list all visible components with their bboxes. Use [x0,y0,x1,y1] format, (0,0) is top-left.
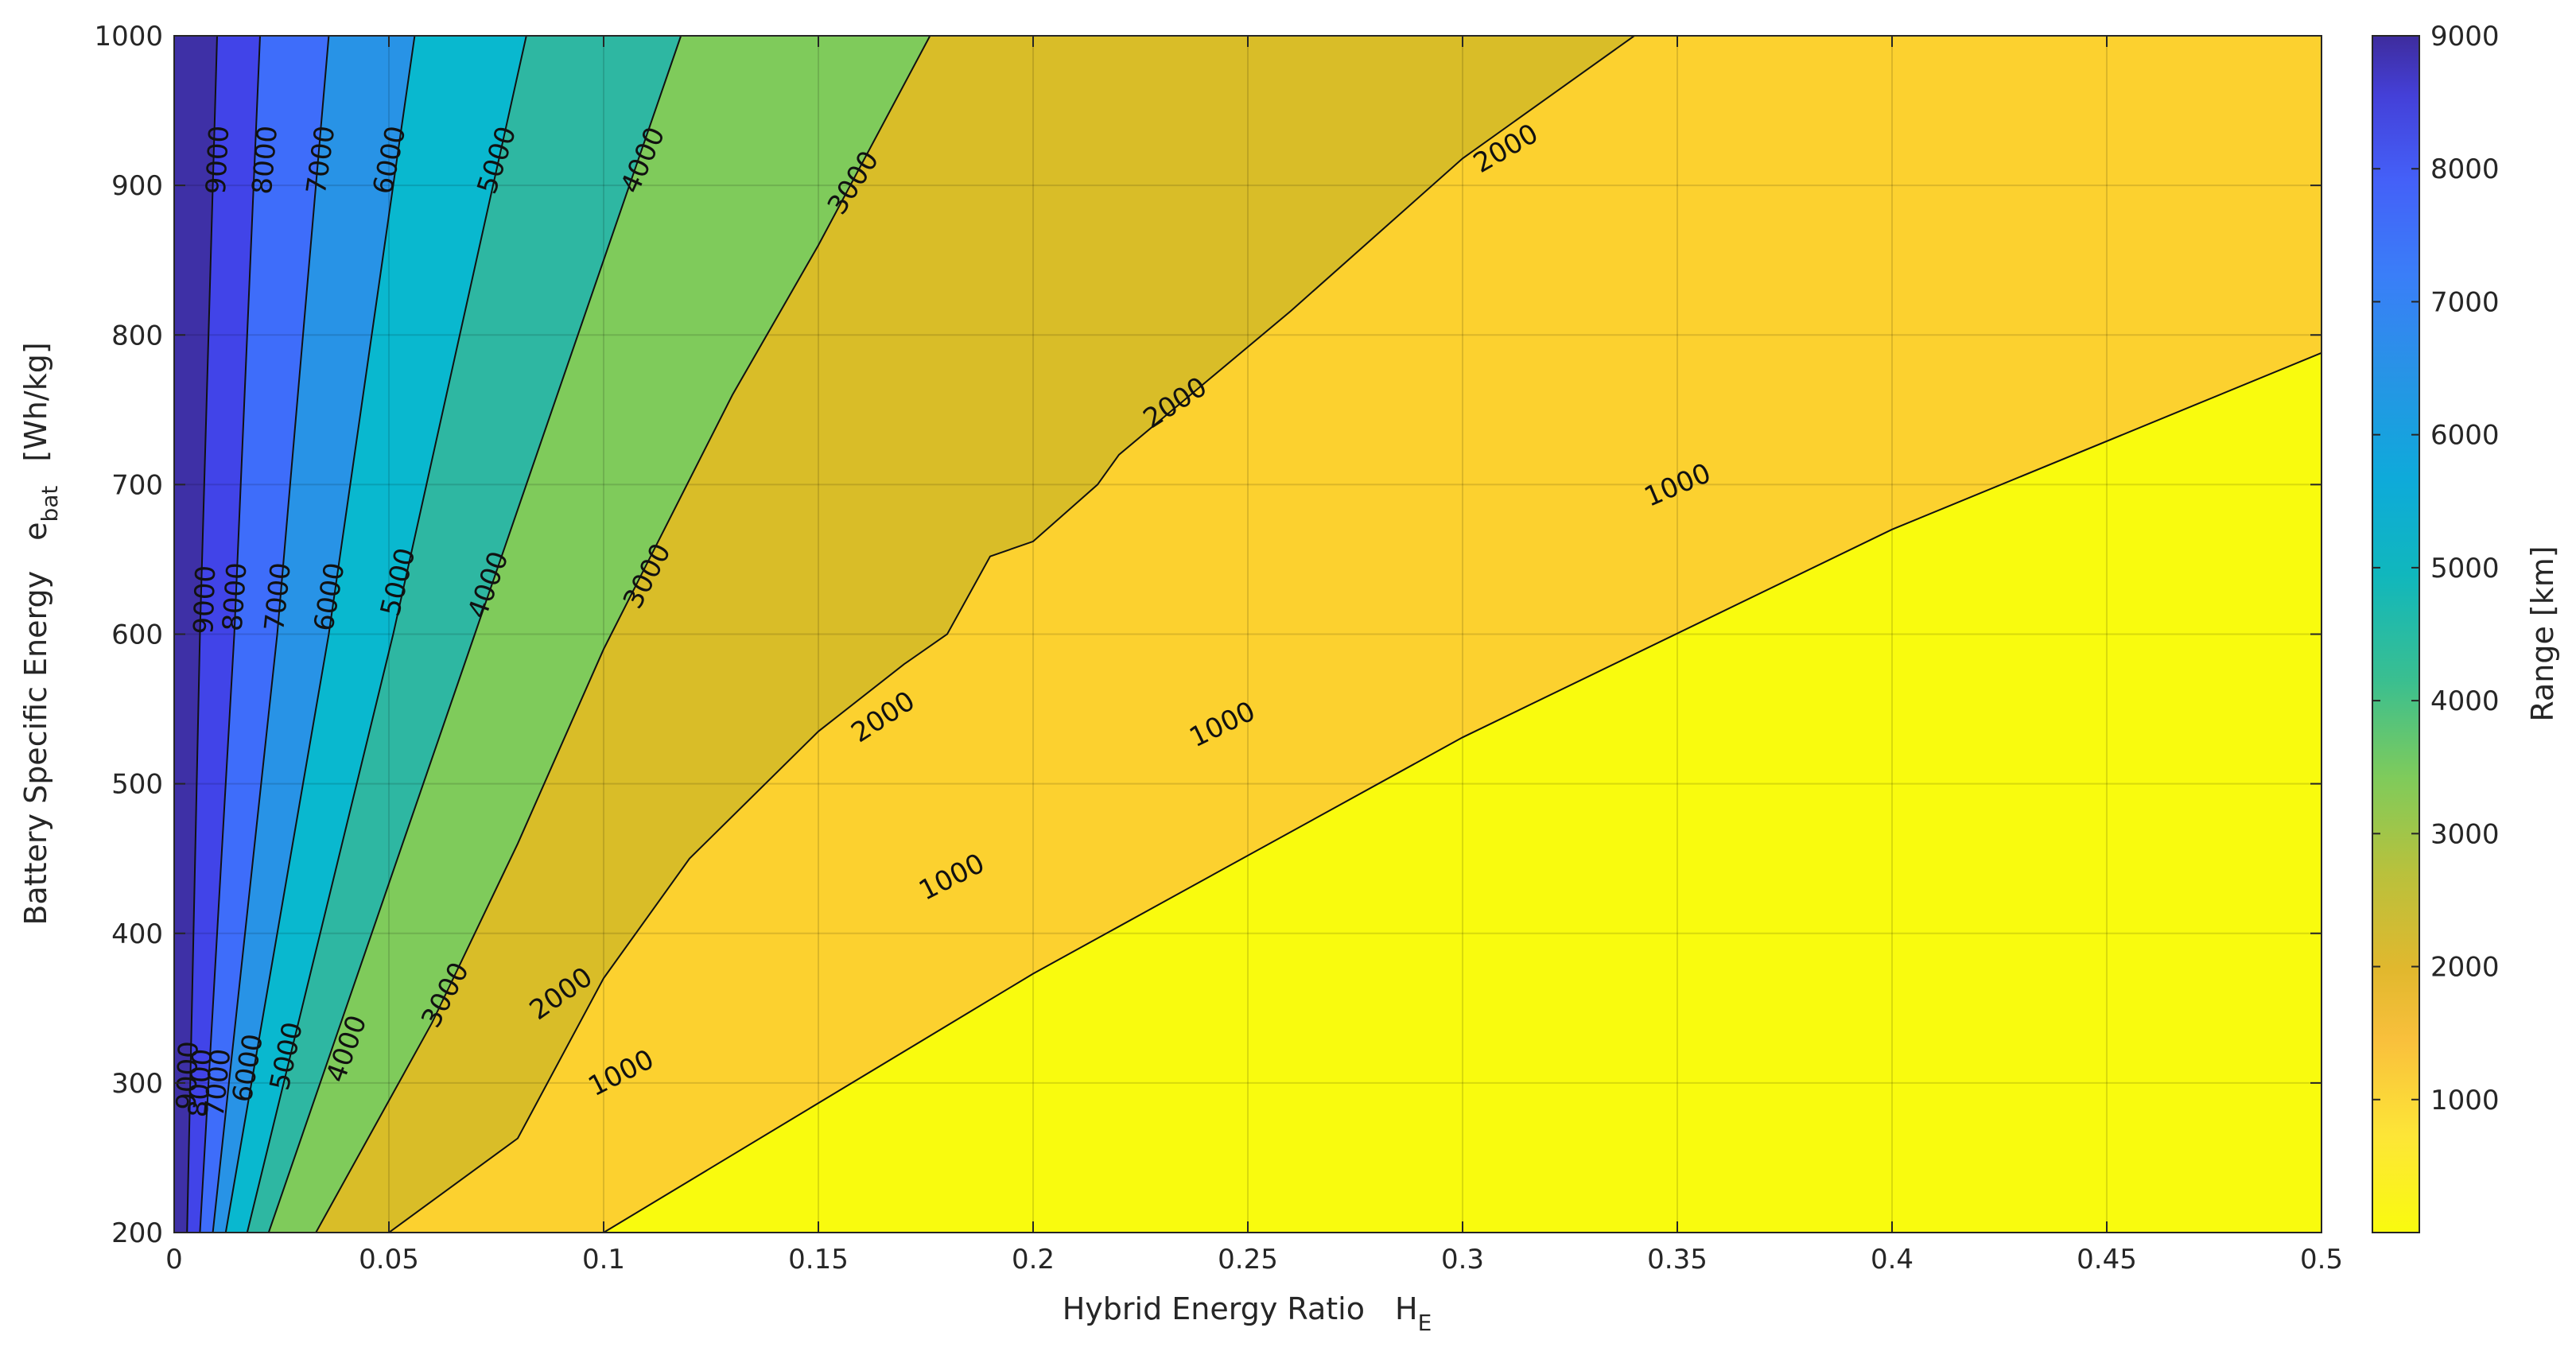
colorbar-label: Range [km] [2525,545,2560,721]
y-axis-subscript: bat [37,486,63,522]
contour-line-8000 [199,36,261,1233]
contour-fill-regions [174,36,2322,1233]
contour-label-group: 9000 [171,1041,205,1111]
x-tick-label: 0.15 [788,1244,849,1275]
y-axis-symbol: e [18,522,53,541]
colorbar-tick-label: 8000 [2430,153,2500,185]
x-tick-label: 0.5 [2300,1244,2343,1275]
contour-line-7000 [212,36,330,1233]
colorbar-tick-label: 1000 [2430,1085,2500,1116]
colorbar-tick-label: 7000 [2430,286,2500,318]
contour-label: 8000 [217,561,254,632]
x-tick-label: 0.1 [582,1244,625,1275]
y-axis-ticks: 200 300 400 500 600 700 800 900 1000 [94,21,2322,1249]
colorbar [2372,35,2420,1233]
contour-line-6000 [224,36,416,1233]
x-axis-label-text: Hybrid Energy Ratio [1063,1291,1365,1326]
y-axis-label: Battery Specific Energy ebat [Wh/kg] [18,342,63,925]
y-tick-label: 200 [111,1217,163,1249]
contour-label-group: 9000 [188,565,222,635]
contour-label-group: 8000 [247,124,284,196]
contour-line-1000 [603,351,2322,1233]
x-axis-ticks: 0 0.05 0.1 0.15 0.2 0.25 0.3 0.35 0.4 0.45 0.5 [165,36,2343,1275]
x-tick-label: 0.4 [1871,1244,1914,1275]
contour-label: 7000 [258,561,297,632]
x-tick-label: 0.3 [1441,1244,1484,1275]
contour-label-group: 8000 [182,1047,219,1118]
x-axis-subscript: E [1418,1310,1432,1336]
contour-label: 8000 [182,1047,219,1118]
contour-label-group: 9000 [200,125,235,196]
y-tick-label: 900 [111,170,163,202]
y-axis-label-text: Battery Specific Energy [18,571,53,926]
x-tick-label: 0 [165,1244,183,1275]
contour-label: 8000 [247,124,284,196]
contour-label: 9000 [188,565,222,635]
colorbar-tick-label: 4000 [2430,685,2500,717]
y-tick-label: 700 [111,469,163,501]
contour-label-group: 7000 [199,1047,238,1119]
y-axis-unit: [Wh/kg] [18,342,53,461]
colorbar-tick-label: 9000 [2430,21,2500,52]
x-tick-label: 0.35 [1647,1244,1708,1275]
contour-line-2000 [388,36,1635,1233]
x-axis-label: Hybrid Energy Ratio HE [1063,1291,1432,1336]
y-tick-label: 600 [111,619,163,651]
contour-lines [186,36,2322,1233]
y-tick-label: 800 [111,320,163,351]
contour-label: 7000 [199,1047,238,1119]
contour-label: 9000 [171,1041,205,1111]
colorbar-tick-label: 2000 [2430,952,2500,984]
y-tick-label: 500 [111,769,163,801]
colorbar-ticks: 1000 2000 3000 4000 5000 6000 7000 8000 9000 [2372,21,2500,1116]
x-tick-label: 0.2 [1012,1244,1055,1275]
colorbar-tick-label: 3000 [2430,818,2500,850]
contour-line-3000 [315,36,931,1233]
x-tick-label: 0.25 [1218,1244,1278,1275]
x-tick-label: 0.45 [2077,1244,2137,1275]
colorbar-tick-label: 5000 [2430,553,2500,584]
y-tick-label: 1000 [94,21,163,52]
contour-line-9000 [186,36,218,1233]
x-axis-symbol: H [1395,1291,1418,1326]
grid-lines [174,36,2322,1233]
y-tick-label: 300 [111,1068,163,1100]
contour-label-group: 7000 [258,561,297,632]
contour-line-5000 [246,36,527,1233]
y-tick-label: 400 [111,918,163,950]
contour-label: 9000 [200,125,235,196]
contour-line-4000 [267,36,682,1233]
contour-label-group: 8000 [217,561,254,632]
x-tick-label: 0.05 [359,1244,419,1275]
colorbar-tick-label: 6000 [2430,420,2500,452]
